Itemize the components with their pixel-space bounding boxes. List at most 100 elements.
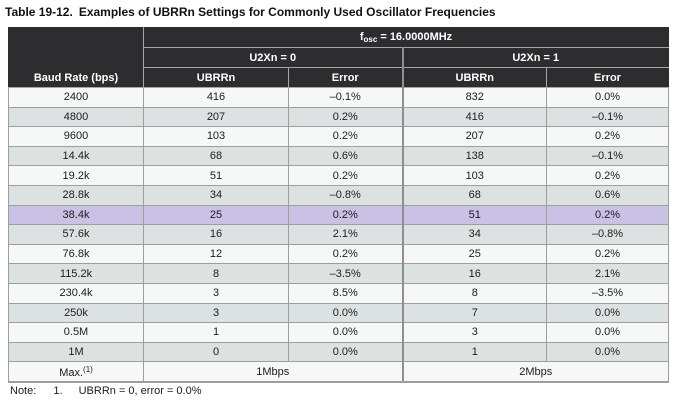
baud-rate-cell: 115.2k <box>8 263 144 284</box>
error-u2x1-cell: 0.2% <box>546 204 669 226</box>
baud-rate-cell: 19.2k <box>8 165 144 186</box>
table-row: 57.6k 16 2.1% 34 –0.8% <box>8 224 669 245</box>
ubrrn-u2x0-cell: 68 <box>143 145 289 167</box>
u2x0-group-header: U2Xn = 0 <box>143 47 403 68</box>
u2x1-group-header: U2Xn = 1 <box>401 47 669 68</box>
ubrrn-u2x1-cell: 416 <box>401 106 547 128</box>
error-u2x1-cell: 0.0% <box>546 322 669 343</box>
table-row: 76.8k 12 0.2% 25 0.2% <box>8 243 669 265</box>
baud-rate-cell: 4800 <box>8 106 144 128</box>
error-u2x0-cell: –3.5% <box>288 263 403 284</box>
table-row: 1M 0 0.0% 1 0.0% <box>8 341 669 363</box>
error-u2x0-cell: 8.5% <box>288 282 403 304</box>
header-row-fosc: Baud Rate (bps) fosc = 16.0000MHz <box>8 27 669 88</box>
table-row: 115.2k 8 –3.5% 16 2.1% <box>8 263 669 284</box>
ubrrn-u2x0-cell: 12 <box>143 243 289 265</box>
header-row-columns: UBRRn Error UBRRn Error <box>9 67 669 88</box>
max-u2x0-cell: 1Mbps <box>143 361 403 383</box>
baud-rate-cell: 28.8k <box>8 184 144 206</box>
table-row: 28.8k 34 –0.8% 68 0.6% <box>8 184 669 206</box>
ubrrn-u2x1-cell: 51 <box>401 204 547 226</box>
table-row: 9600 103 0.2% 207 0.2% <box>8 126 669 147</box>
error-u2x0-header: Error <box>288 67 403 88</box>
error-u2x0-cell: 0.6% <box>288 145 403 167</box>
ubrr-settings-table: Baud Rate (bps) fosc = 16.0000MHz U2Xn =… <box>8 27 669 383</box>
error-u2x0-cell: 0.0% <box>288 302 403 324</box>
error-u2x1-cell: –0.1% <box>546 106 669 128</box>
table-header: Baud Rate (bps) fosc = 16.0000MHz U2Xn =… <box>8 27 669 88</box>
error-u2x0-cell: –0.8% <box>288 184 403 206</box>
error-u2x0-cell: 0.2% <box>288 204 403 226</box>
table-row: 14.4k 68 0.6% 138 –0.1% <box>8 145 669 167</box>
ubrrn-u2x0-cell: 0 <box>143 341 289 363</box>
baud-rate-cell: 2400 <box>8 87 144 108</box>
ubrrn-u2x1-cell: 7 <box>401 302 547 324</box>
ubrrn-u2x0-cell: 16 <box>143 224 289 245</box>
table-row: 19.2k 51 0.2% 103 0.2% <box>8 165 669 186</box>
ubrrn-u2x0-cell: 51 <box>143 165 289 186</box>
error-u2x1-header: Error <box>546 67 669 88</box>
table-row: 230.4k 3 8.5% 8 –3.5% <box>8 282 669 304</box>
ubrrn-u2x1-header: UBRRn <box>401 67 547 88</box>
fosc-header: fosc = 16.0000MHz <box>143 27 669 48</box>
baud-rate-cell: 1M <box>8 341 144 363</box>
max-label: Max. <box>59 366 84 379</box>
ubrrn-u2x1-cell: 8 <box>401 282 547 304</box>
baud-rate-cell: 38.4k <box>8 204 144 226</box>
ubrrn-u2x0-header: UBRRn <box>143 67 289 88</box>
max-label-cell: Max.(1) <box>8 361 144 383</box>
table-title: Table 19-12. Examples of UBRRn Settings f… <box>5 5 496 19</box>
error-u2x0-cell: 0.2% <box>288 165 403 186</box>
error-u2x0-cell: 0.2% <box>288 106 403 128</box>
ubrrn-u2x0-cell: 3 <box>143 302 289 324</box>
ubrrn-u2x0-cell: 34 <box>143 184 289 206</box>
ubrrn-u2x0-cell: 3 <box>143 282 289 304</box>
error-u2x1-cell: 2.1% <box>546 263 669 284</box>
error-u2x0-cell: 0.0% <box>288 322 403 343</box>
error-u2x1-cell: –3.5% <box>546 282 669 304</box>
ubrrn-u2x1-cell: 34 <box>401 224 547 245</box>
ubrrn-u2x1-cell: 1 <box>401 341 547 363</box>
error-u2x1-cell: 0.2% <box>546 243 669 265</box>
baud-rate-header: Baud Rate (bps) <box>8 27 144 88</box>
ubrrn-u2x1-cell: 832 <box>401 87 547 108</box>
baud-rate-cell: 14.4k <box>8 145 144 167</box>
error-u2x1-cell: –0.8% <box>546 224 669 245</box>
baud-rate-cell: 0.5M <box>8 322 144 343</box>
ubrrn-u2x1-cell: 138 <box>401 145 547 167</box>
ubrrn-u2x0-cell: 416 <box>143 87 289 108</box>
table-row: 0.5M 1 0.0% 3 0.0% <box>8 322 669 343</box>
error-u2x0-cell: –0.1% <box>288 87 403 108</box>
ubrrn-u2x1-cell: 103 <box>401 165 547 186</box>
ubrrn-u2x1-cell: 68 <box>401 184 547 206</box>
table-body: 2400 416 –0.1% 832 0.0% 4800 207 0.2% 416 –0.1% 96… <box>8 87 669 363</box>
ubrrn-u2x0-cell: 103 <box>143 126 289 147</box>
note-text: UBRRn = 0, error = 0.0% <box>78 385 202 397</box>
table-row-highlighted: 38.4k 25 0.2% 51 0.2% <box>8 204 669 226</box>
table-number: Table 19-12. <box>5 5 73 19</box>
error-u2x1-cell: 0.0% <box>546 341 669 363</box>
error-u2x1-cell: 0.2% <box>546 126 669 147</box>
max-u2x1-cell: 2Mbps <box>401 361 669 383</box>
baud-rate-cell: 76.8k <box>8 243 144 265</box>
ubrrn-u2x1-cell: 207 <box>401 126 547 147</box>
table-title-text: Examples of UBRRn Settings for Commonly … <box>78 5 496 19</box>
error-u2x1-cell: 0.6% <box>546 184 669 206</box>
error-u2x1-cell: –0.1% <box>546 145 669 167</box>
ubrrn-u2x0-cell: 8 <box>143 263 289 284</box>
ubrrn-u2x1-cell: 25 <box>401 243 547 265</box>
table-row: 250k 3 0.0% 7 0.0% <box>8 302 669 324</box>
ubrrn-u2x1-cell: 3 <box>401 322 547 343</box>
max-footnote-ref: (1) <box>83 364 93 374</box>
baud-rate-cell: 250k <box>8 302 144 324</box>
table-row: 4800 207 0.2% 416 –0.1% <box>8 106 669 128</box>
fosc-subscript: osc <box>363 35 378 44</box>
baud-rate-cell: 57.6k <box>8 224 144 245</box>
baud-rate-cell: 9600 <box>8 126 144 147</box>
fosc-prefix: f <box>359 31 364 43</box>
error-u2x0-cell: 0.2% <box>288 243 403 265</box>
error-u2x1-cell: 0.2% <box>546 165 669 186</box>
ubrrn-u2x0-cell: 1 <box>143 322 289 343</box>
table-footer: Max.(1) 1Mbps 2Mbps <box>8 361 669 383</box>
